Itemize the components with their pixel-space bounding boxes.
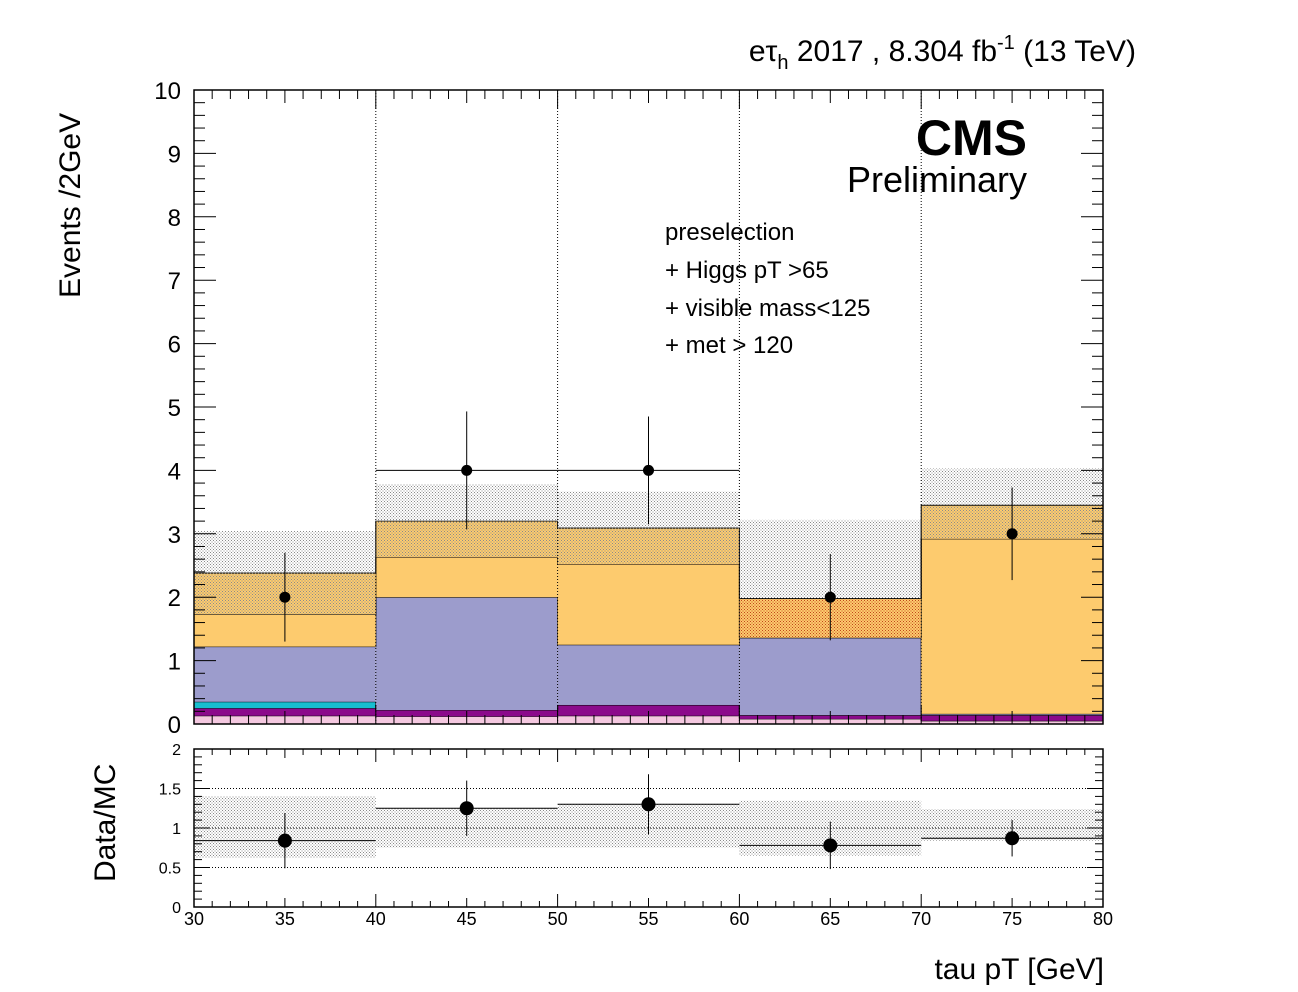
x-tick-label: 75 [1002,909,1022,929]
x-tick-label: 50 [548,909,568,929]
ratio-y-axis-title: Data/MC [89,764,122,882]
preliminary-label: Preliminary [847,159,1027,200]
ratio-point [823,838,838,853]
ratio-point [1005,831,1020,846]
stack-bar [557,564,740,645]
y-tick-label: 9 [168,141,181,168]
main-frame [193,89,1104,725]
y-tick-label: 6 [168,332,181,359]
y-tick-label: 5 [168,395,181,422]
ratio-y-tick-label: 1.5 [159,782,181,799]
ratio-axes: 0 0.5 1 1.5 2 30 35 40 45 50 55 60 65 70 75 80 [159,742,1113,929]
stack-bar [557,644,740,705]
selection-line: + visible mass<125 [665,295,870,322]
selection-line: + met > 120 [665,332,793,359]
ratio-points [277,774,1020,870]
x-tick-label: 30 [184,909,204,929]
y-tick-label: 10 [154,78,181,105]
x-tick-label: 55 [638,909,658,929]
selection-line: + Higgs pT >65 [665,257,829,284]
ratio-point [641,797,656,812]
y-tick-label: 2 [168,585,181,612]
ratio-frame [193,748,1104,908]
x-tick-label: 45 [457,909,477,929]
stack-bar [194,701,376,709]
y-tick-label: 7 [168,268,181,295]
y-tick-label: 1 [168,649,181,676]
y-tick-label: 8 [168,205,181,232]
stack-bar [194,646,376,702]
x-tick-label: 60 [729,909,749,929]
ratio-y-tick-label: 1 [172,821,181,838]
y-tick-label: 0 [168,712,181,739]
stack-bar [375,597,558,711]
stack-bar [739,637,922,716]
data-point [279,591,291,603]
header-text: eτh 2017 , 8.304 fb-1 (13 TeV) [749,32,1136,74]
cms-label: CMS [916,110,1027,166]
y-axis-title: Events /2GeV [54,113,87,298]
data-point [643,464,654,476]
data-point [461,464,473,476]
x-tick-label: 70 [911,909,931,929]
x-tick-label: 65 [820,909,840,929]
stack-bar [557,704,740,716]
vertical-grid [375,90,922,724]
ratio-y-tick-label: 0.5 [159,861,181,878]
ratio-point [277,833,292,848]
ratio-y-tick-label: 2 [172,742,181,759]
y-tick-label: 4 [168,458,181,485]
ratio-point [459,801,474,816]
data-points [279,411,1018,642]
y-tick-label: 3 [168,522,181,549]
stack-bar [375,557,558,598]
x-tick-label: 40 [366,909,386,929]
x-tick-label: 35 [275,909,295,929]
ratio-y-tick-label: 0 [172,900,181,917]
x-tick-label: 80 [1093,909,1113,929]
x-axis-title: tau pT [GeV] [934,953,1104,986]
data-point [1006,528,1018,540]
selection-line: preselection [665,219,794,246]
data-point [824,591,836,603]
